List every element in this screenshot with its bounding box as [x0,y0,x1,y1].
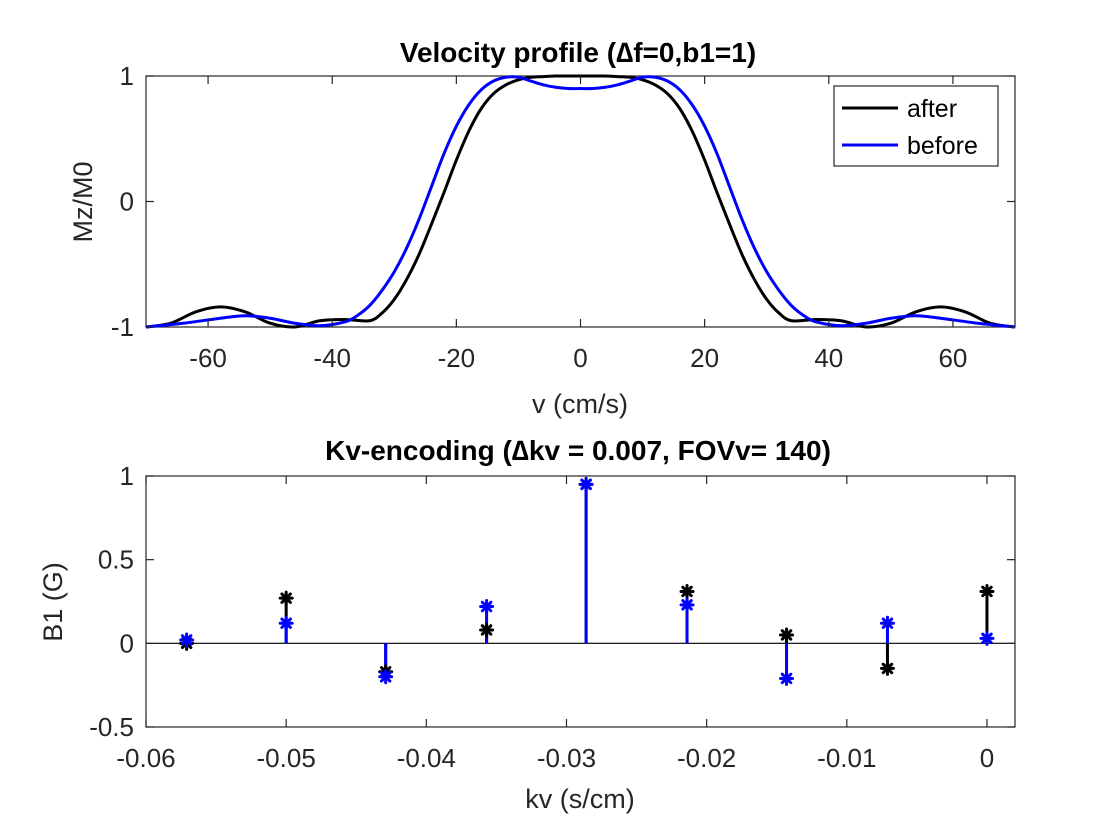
velocity-profile-title: Velocity profile (∆f=0,b1=1) [400,37,756,68]
x-tick-label: 20 [690,343,719,373]
y-tick-label: 0 [120,628,134,658]
kv-x-axis-label: kv (s/cm) [525,784,634,814]
stem-marker [979,583,995,599]
stem-marker [479,599,495,615]
stem-marker [979,630,995,646]
stem-marker [378,669,394,685]
x-tick-label: -0.05 [257,743,316,773]
stem-marker [779,670,795,686]
legend-before-label: before [907,132,978,160]
velocity-y-axis-label: Mz/M0 [68,162,98,243]
y-tick-label: -1 [111,312,134,342]
x-tick-label: 40 [814,343,843,373]
stem-marker [578,476,594,492]
stem-marker [779,627,795,643]
y-tick-label: 1 [120,461,134,491]
legend-box [833,85,999,167]
y-tick-label: 0.5 [98,545,134,575]
stem-marker [879,615,895,631]
x-tick-label: -0.06 [116,743,175,773]
stem-marker [679,597,695,613]
kv-encoding-title: Kv-encoding (∆kv = 0.007, FOVv= 140) [325,435,831,466]
y-tick-label: 0 [120,187,134,217]
x-tick-label: 0 [573,343,587,373]
x-tick-label: -0.03 [537,743,596,773]
kv-encoding-panel: Kv-encoding (∆kv = 0.007, FOVv= 140) -0.… [38,435,1016,814]
stem-marker [179,632,195,648]
kv-y-axis-label: B1 (G) [38,562,68,642]
legend: after before [833,85,999,167]
x-tick-label: -20 [438,343,476,373]
kv-stem-layer [146,476,1015,686]
velocity-axis-ticks: -60 -40 -20 0 20 40 60 -1 0 1 [111,61,1015,373]
velocity-profile-panel: Velocity profile (∆f=0,b1=1) -60 -40 -20 0 2… [68,37,1016,419]
stem-marker [278,590,294,606]
stem-marker [479,622,495,638]
x-tick-label: 60 [938,343,967,373]
velocity-x-axis-label: v (cm/s) [532,389,628,419]
series-line-before [145,75,1016,329]
stem-marker [879,660,895,676]
stem-marker [679,583,695,599]
x-tick-label: -60 [189,343,227,373]
legend-after-label: after [907,95,957,123]
x-tick-label: -0.04 [397,743,456,773]
x-tick-label: -0.02 [677,743,736,773]
kv-plot-area [145,475,1016,728]
y-tick-label: -0.5 [89,712,134,742]
x-tick-label: -40 [313,343,351,373]
kv-axis-ticks: -0.06 -0.05 -0.04 -0.03 -0.02 -0.01 0 -0.5 0 0.5 1 [89,461,1015,773]
stem-marker [278,615,294,631]
x-tick-label: 0 [980,743,994,773]
x-tick-label: -0.01 [817,743,876,773]
y-tick-label: 1 [120,61,134,91]
